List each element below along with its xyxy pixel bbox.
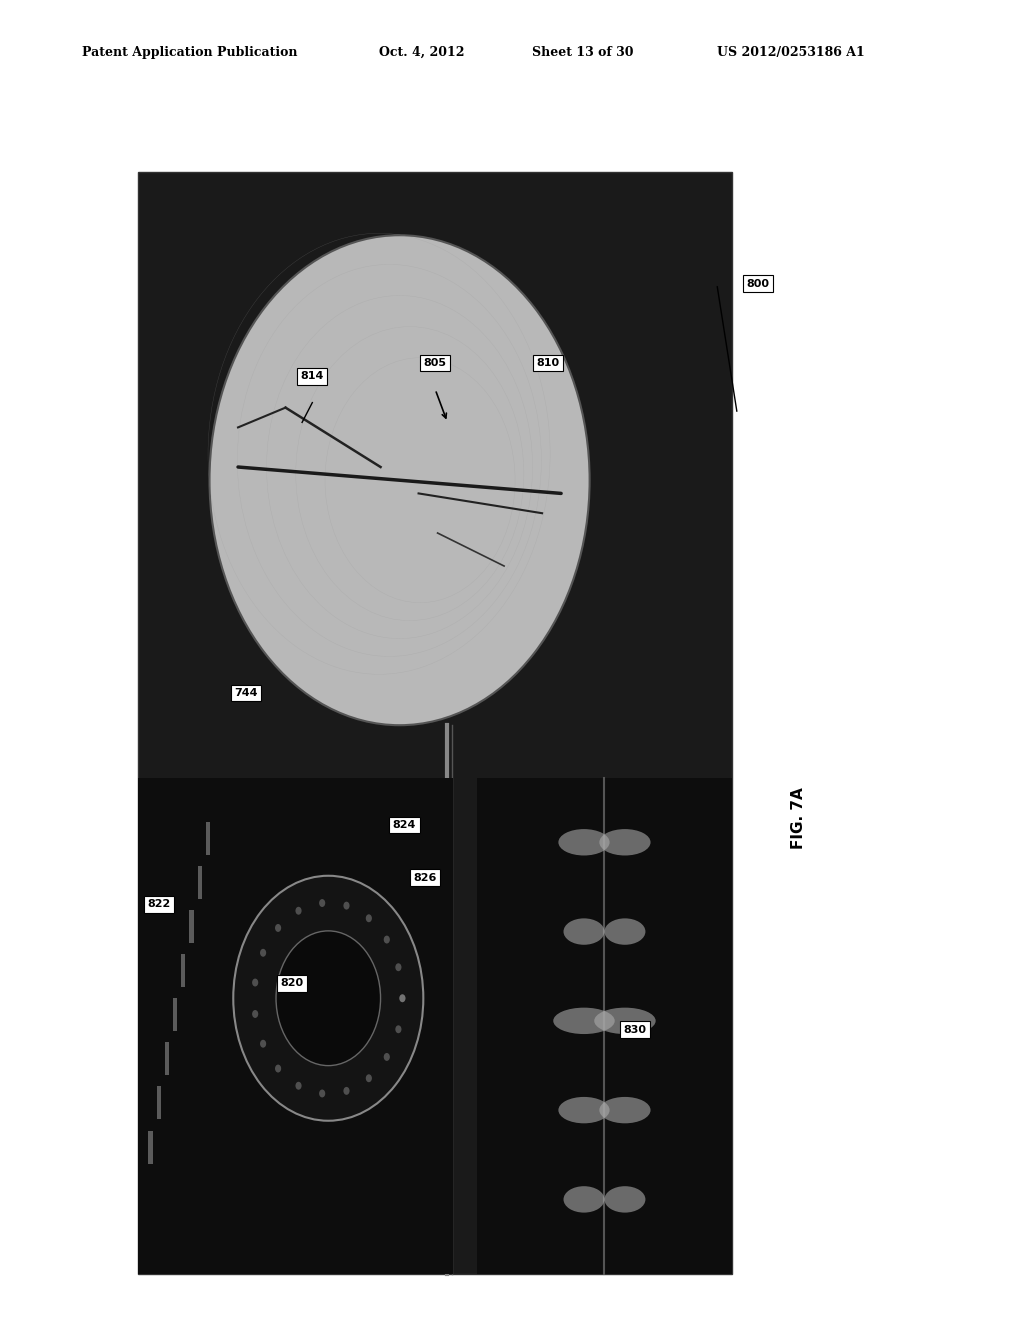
Circle shape <box>210 235 590 725</box>
Bar <box>157 1086 161 1119</box>
Circle shape <box>399 994 406 1002</box>
Circle shape <box>233 875 423 1121</box>
Circle shape <box>395 1026 401 1034</box>
Bar <box>138 777 453 1274</box>
Text: Sheet 13 of 30: Sheet 13 of 30 <box>532 46 634 59</box>
Circle shape <box>319 1089 326 1097</box>
Circle shape <box>252 1010 258 1018</box>
Text: Patent Application Publication: Patent Application Publication <box>82 46 297 59</box>
Text: 824: 824 <box>393 820 416 830</box>
Bar <box>198 866 202 899</box>
Bar <box>477 777 732 1274</box>
Circle shape <box>343 1086 349 1094</box>
Ellipse shape <box>599 1097 650 1123</box>
Ellipse shape <box>599 829 650 855</box>
Circle shape <box>260 949 266 957</box>
Ellipse shape <box>558 1097 609 1123</box>
Circle shape <box>260 1040 266 1048</box>
Text: 805: 805 <box>424 358 446 368</box>
Ellipse shape <box>604 919 645 945</box>
Text: 822: 822 <box>147 899 170 909</box>
Text: 810: 810 <box>537 358 559 368</box>
Bar <box>206 822 210 855</box>
Text: 826: 826 <box>414 873 436 883</box>
Text: 800: 800 <box>746 279 769 289</box>
Circle shape <box>384 936 390 944</box>
Bar <box>181 954 185 987</box>
Bar <box>165 1043 169 1076</box>
Circle shape <box>275 1065 282 1073</box>
Circle shape <box>343 902 349 909</box>
Circle shape <box>319 899 326 907</box>
Text: 814: 814 <box>301 371 324 381</box>
Text: 830: 830 <box>624 1024 646 1035</box>
Ellipse shape <box>563 919 604 945</box>
Circle shape <box>296 907 302 915</box>
Bar <box>138 172 732 1274</box>
Text: US 2012/0253186 A1: US 2012/0253186 A1 <box>717 46 864 59</box>
Text: Oct. 4, 2012: Oct. 4, 2012 <box>379 46 464 59</box>
Text: 820: 820 <box>281 978 303 989</box>
Circle shape <box>296 1082 302 1090</box>
Ellipse shape <box>604 1187 645 1213</box>
Circle shape <box>366 1074 372 1082</box>
Circle shape <box>395 964 401 972</box>
Circle shape <box>384 1053 390 1061</box>
Ellipse shape <box>558 829 609 855</box>
Bar <box>173 998 177 1031</box>
Bar <box>148 1130 153 1164</box>
Ellipse shape <box>553 1007 614 1034</box>
Bar <box>189 911 194 942</box>
Circle shape <box>399 994 406 1002</box>
Circle shape <box>252 978 258 986</box>
Circle shape <box>275 924 282 932</box>
Ellipse shape <box>594 1007 655 1034</box>
Ellipse shape <box>563 1187 604 1213</box>
Text: FIG. 7A: FIG. 7A <box>792 788 806 849</box>
Circle shape <box>276 931 381 1065</box>
Circle shape <box>366 915 372 923</box>
Text: 744: 744 <box>234 688 257 698</box>
